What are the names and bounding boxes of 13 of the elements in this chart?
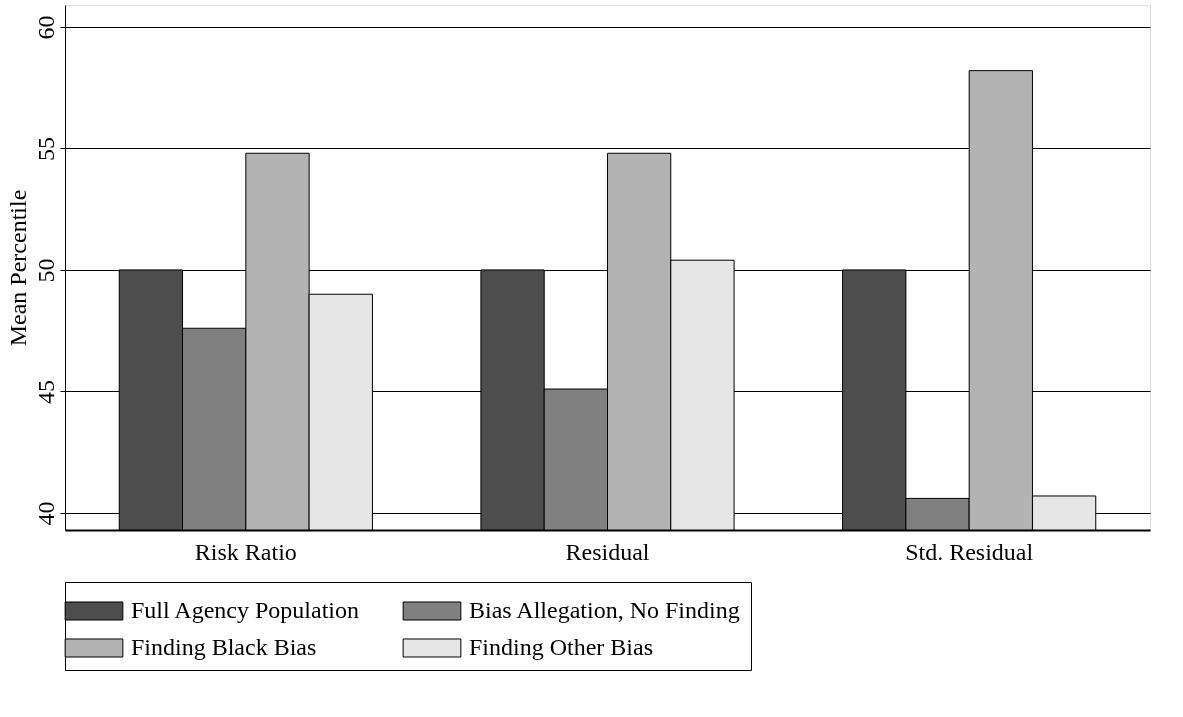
y-tick-label: 50: [32, 258, 59, 283]
x-tick-label: Risk Ratio: [194, 538, 297, 565]
y-tick-label: 55: [32, 136, 59, 161]
legend-label: Finding Other Bias: [469, 634, 653, 660]
legend-label: Full Agency Population: [131, 597, 359, 623]
legend-label: Finding Black Bias: [131, 634, 317, 660]
x-tick-label: Std. Residual: [905, 538, 1034, 565]
y-tick-label: 40: [32, 501, 59, 526]
x-tick-label: Residual: [565, 538, 650, 565]
y-axis-title: Mean Percentile: [4, 189, 31, 347]
legend-label: Bias Allegation, No Finding: [469, 597, 740, 623]
y-tick-label: 45: [32, 379, 59, 404]
y-tick-label: 60: [32, 15, 59, 40]
